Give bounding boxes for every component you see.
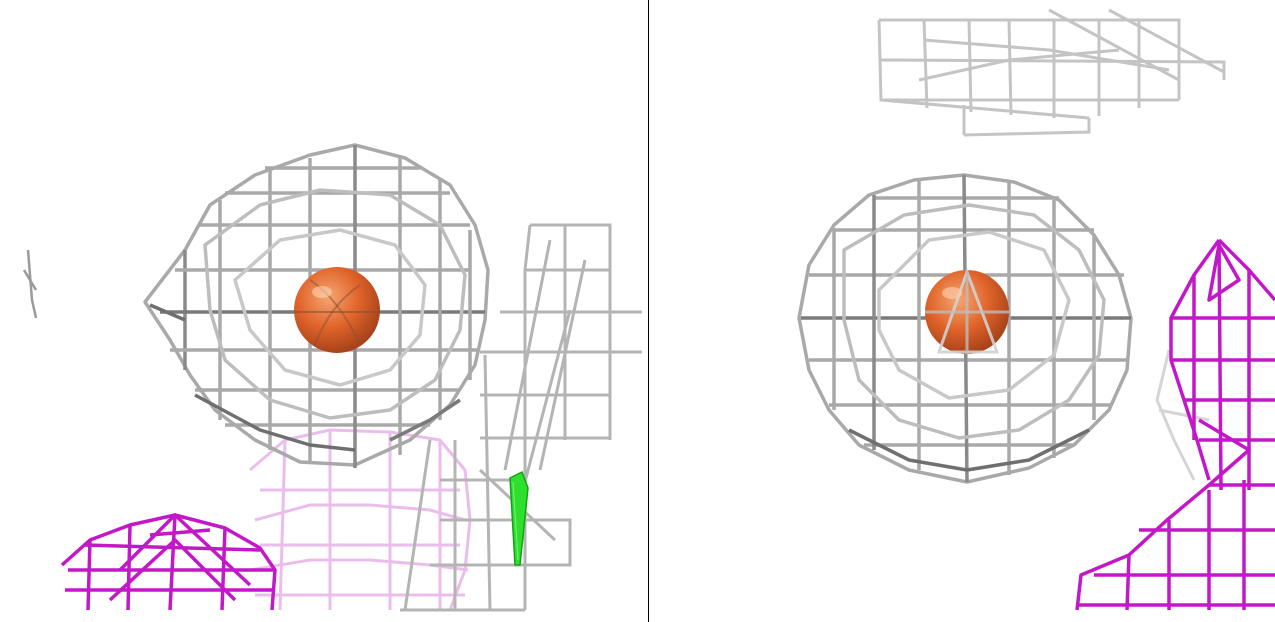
density-mesh-icon xyxy=(797,173,1133,484)
faded-side-mesh-icon xyxy=(1155,349,1210,481)
pink-mesh-icon xyxy=(249,428,472,611)
magenta-mesh-icon xyxy=(60,513,277,611)
ion-sphere-icon xyxy=(294,267,380,353)
right-scene xyxy=(797,8,1275,611)
frame-divider xyxy=(648,0,649,622)
magenta-mesh-icon xyxy=(1075,238,1275,611)
edge-fragment-icon xyxy=(22,249,38,319)
viewport-left[interactable] xyxy=(10,0,648,622)
viewport-right[interactable] xyxy=(649,0,1275,622)
lattice-mesh-icon xyxy=(400,223,642,612)
faded-mesh-icon xyxy=(877,8,1226,137)
left-scene xyxy=(22,143,642,612)
ion-sphere-icon xyxy=(925,267,1009,354)
green-marker-icon xyxy=(509,470,529,566)
